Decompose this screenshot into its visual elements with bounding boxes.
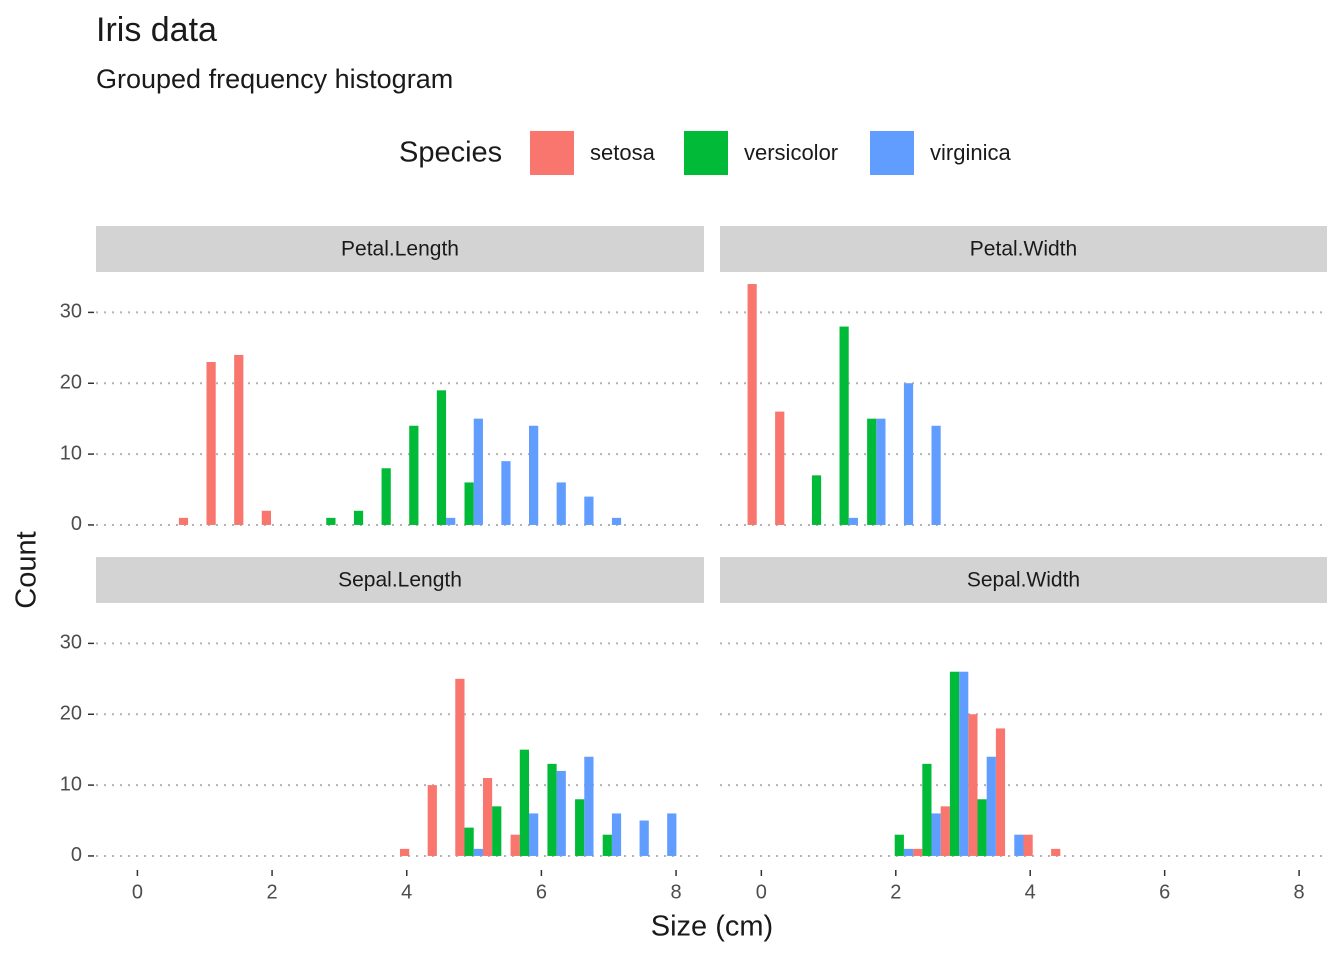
bar bbox=[446, 517, 456, 525]
bar bbox=[747, 284, 757, 525]
bar bbox=[775, 411, 785, 525]
bar bbox=[510, 834, 520, 856]
bar bbox=[913, 848, 923, 856]
bar bbox=[234, 354, 244, 525]
x-tick-label: 8 bbox=[1294, 881, 1305, 903]
bar bbox=[1014, 834, 1024, 856]
bar bbox=[529, 813, 539, 856]
bar bbox=[959, 671, 969, 856]
bar bbox=[501, 461, 511, 525]
bar bbox=[611, 813, 622, 856]
bar bbox=[667, 813, 677, 856]
x-tick-label: 0 bbox=[756, 881, 767, 903]
y-tick-label: 30 bbox=[60, 301, 82, 323]
legend: setosa versicolor virginica bbox=[530, 131, 1011, 175]
y-axis-label: Count bbox=[11, 531, 43, 608]
bar bbox=[473, 848, 483, 856]
bar bbox=[575, 799, 585, 856]
bar bbox=[455, 678, 465, 856]
strip bbox=[720, 557, 1327, 603]
bar bbox=[261, 510, 271, 525]
bar bbox=[400, 848, 410, 856]
bar bbox=[326, 517, 336, 525]
bar bbox=[381, 468, 391, 525]
bar bbox=[922, 763, 932, 856]
y-tick-label: 20 bbox=[60, 372, 82, 394]
x-tick-label: 6 bbox=[1159, 881, 1170, 903]
x-tick-label: 2 bbox=[267, 881, 278, 903]
legend-label: virginica bbox=[930, 140, 1011, 165]
bar bbox=[519, 749, 530, 856]
legend-key bbox=[684, 131, 728, 175]
bar bbox=[409, 425, 419, 525]
y-tick-label: 20 bbox=[60, 703, 82, 725]
bar bbox=[968, 714, 978, 856]
x-tick-label: 8 bbox=[670, 881, 681, 903]
bar bbox=[482, 778, 493, 856]
bar bbox=[903, 383, 914, 525]
bar bbox=[639, 820, 649, 856]
y-tick-label: 30 bbox=[60, 632, 82, 654]
bar bbox=[602, 834, 612, 856]
x-tick-label: 4 bbox=[401, 881, 412, 903]
bar bbox=[894, 834, 904, 856]
bar bbox=[1023, 834, 1033, 856]
bar bbox=[931, 425, 941, 525]
chart-subtitle: Grouped frequency histogram bbox=[96, 64, 453, 94]
bar bbox=[556, 482, 566, 525]
strip bbox=[720, 226, 1327, 272]
bar bbox=[839, 326, 849, 525]
x-tick-label: 4 bbox=[1025, 881, 1036, 903]
bar bbox=[353, 510, 364, 525]
x-tick-label: 2 bbox=[890, 881, 901, 903]
bar bbox=[178, 517, 189, 525]
bar bbox=[867, 418, 877, 525]
bar bbox=[876, 418, 886, 525]
bar bbox=[436, 390, 447, 525]
bar bbox=[1051, 848, 1061, 856]
bar bbox=[995, 728, 1006, 856]
strip-title: Sepal.Length bbox=[338, 569, 462, 592]
legend-label: setosa bbox=[590, 140, 656, 165]
bar bbox=[811, 475, 822, 525]
legend-title: Species bbox=[399, 137, 502, 169]
bar bbox=[464, 482, 474, 525]
bar bbox=[931, 813, 941, 856]
x-tick-label: 6 bbox=[536, 881, 547, 903]
bar bbox=[848, 517, 858, 525]
y-tick-label: 0 bbox=[71, 513, 82, 535]
legend-key bbox=[530, 131, 574, 175]
bar bbox=[547, 763, 557, 856]
bar bbox=[206, 361, 216, 525]
bar bbox=[492, 806, 502, 856]
legend-label: versicolor bbox=[744, 140, 838, 165]
bar bbox=[986, 756, 996, 856]
y-tick-label: 10 bbox=[60, 773, 82, 795]
strip-title: Petal.Length bbox=[341, 238, 459, 261]
strip-title: Sepal.Width bbox=[967, 569, 1080, 592]
legend-key bbox=[870, 131, 914, 175]
bar bbox=[611, 517, 622, 525]
bar bbox=[584, 496, 594, 525]
bar bbox=[949, 671, 960, 856]
bar bbox=[464, 827, 474, 856]
bar bbox=[427, 785, 437, 856]
bar bbox=[473, 418, 483, 525]
y-tick-label: 10 bbox=[60, 442, 82, 464]
chart-title: Iris data bbox=[96, 11, 217, 49]
bar bbox=[903, 848, 914, 856]
strip bbox=[96, 226, 704, 272]
bar bbox=[556, 770, 566, 856]
y-tick-label: 0 bbox=[71, 844, 82, 866]
bar bbox=[529, 425, 539, 525]
bar bbox=[977, 799, 987, 856]
bar bbox=[940, 806, 950, 856]
x-tick-label: 0 bbox=[132, 881, 143, 903]
x-axis-label: Size (cm) bbox=[651, 911, 773, 943]
strip-title: Petal.Width bbox=[970, 238, 1077, 261]
bar bbox=[584, 756, 594, 856]
strip bbox=[96, 557, 704, 603]
